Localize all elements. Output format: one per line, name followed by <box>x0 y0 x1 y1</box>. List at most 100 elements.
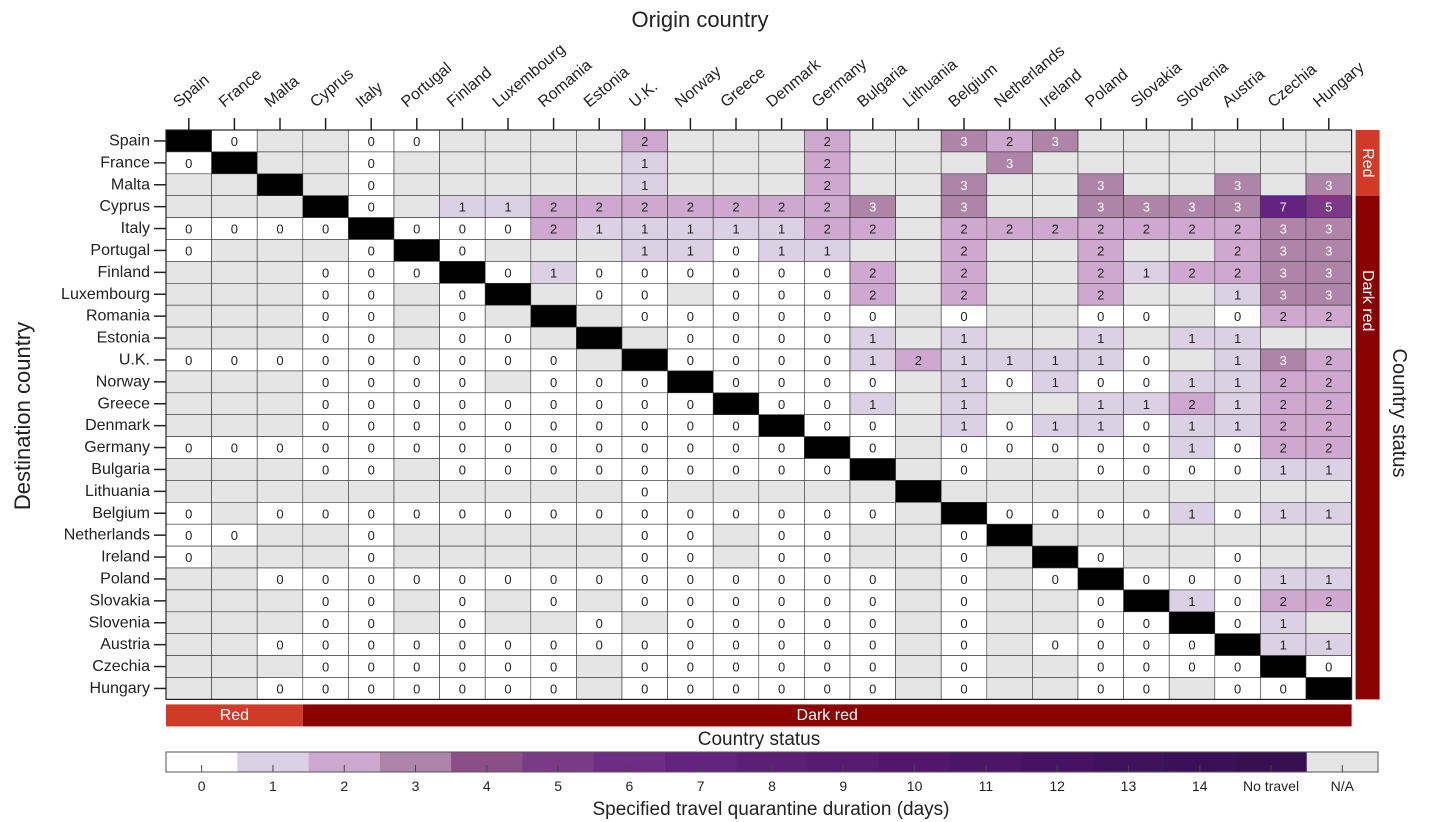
cell-value: 0 <box>732 462 739 477</box>
cell-value: 1 <box>1234 353 1241 368</box>
cell-value: 3 <box>1097 178 1104 193</box>
cell-value: 0 <box>732 243 739 258</box>
cell-U.K.-U.K. <box>621 348 668 372</box>
cell-Czechia-Czechia <box>1260 655 1307 678</box>
cell-Greece-Netherlands <box>986 392 1033 415</box>
colorbar-swatch-2 <box>308 752 381 772</box>
cell-value: 0 <box>778 397 785 412</box>
cell-value: 0 <box>869 506 876 521</box>
cell-Lithuania-Norway <box>667 480 714 503</box>
cell-value: 0 <box>641 441 648 456</box>
cell-value: 0 <box>596 265 603 280</box>
cell-Estonia-U.K. <box>621 326 668 350</box>
cell-value: 2 <box>824 222 831 237</box>
colorbar-frame <box>165 751 1379 773</box>
row-label-Cyprus: Cyprus <box>99 198 150 215</box>
cell-value: 0 <box>596 287 603 302</box>
colorbar-swatch-8 <box>736 752 809 772</box>
right-band-Dark red <box>1355 195 1380 700</box>
cell-value: 0 <box>641 550 648 565</box>
cell-Slovakia-Lithuania <box>895 589 942 613</box>
column-label-Malta: Malta <box>262 73 303 111</box>
cell-value: 2 <box>960 222 967 237</box>
cell-Bulgaria-Bulgaria <box>849 458 896 481</box>
cell-Lithuania-Luxembourg <box>484 480 532 503</box>
cell-Ireland-Netherlands <box>986 545 1033 569</box>
cell-value: 1 <box>1188 506 1195 521</box>
cell-Estonia-Portugal <box>393 326 440 350</box>
cell-value: 0 <box>778 572 785 587</box>
cell-value: 0 <box>459 441 466 456</box>
cell-value: 0 <box>276 353 283 368</box>
cell-Slovakia-Luxembourg <box>484 589 532 613</box>
cell-value: 2 <box>1325 375 1332 390</box>
cell-Cyprus-Lithuania <box>895 195 942 218</box>
cell-value: 0 <box>368 134 375 149</box>
cell-Estonia-Estonia <box>576 326 623 350</box>
cell-value: 3 <box>1280 265 1287 280</box>
cell-value: 1 <box>1234 419 1241 434</box>
cell-value: 2 <box>1006 134 1013 149</box>
cell-value: 0 <box>641 397 648 412</box>
cell-value: 0 <box>1143 681 1150 696</box>
column-label-Norway: Norway <box>672 63 724 111</box>
colorbar-swatch-N/A <box>1306 752 1379 772</box>
colorbar-label: 8 <box>768 778 776 794</box>
cell-value: 0 <box>504 660 511 675</box>
cell-value: 0 <box>687 397 694 412</box>
cell-value: 0 <box>368 506 375 521</box>
cell-value: 0 <box>322 660 329 675</box>
cell-value: 0 <box>1143 419 1150 434</box>
cell-value: 0 <box>322 572 329 587</box>
cell-Slovenia-Romania <box>530 611 577 634</box>
cell-value: 0 <box>368 331 375 346</box>
cell-value: 3 <box>1052 134 1059 149</box>
row-label-Slovakia: Slovakia <box>90 592 151 609</box>
colorbar-swatch-No travel <box>1235 752 1308 772</box>
cell-value: 0 <box>368 660 375 675</box>
cell-Malta-Portugal <box>393 173 440 197</box>
cell-Spain-Finland <box>439 129 486 153</box>
cell-value: 0 <box>960 441 967 456</box>
cell-France-France <box>211 151 258 175</box>
cell-value: 0 <box>1097 462 1104 477</box>
cell-value: 0 <box>960 462 967 477</box>
cell-value: 0 <box>869 375 876 390</box>
cell-value: 0 <box>231 222 238 237</box>
colorbar-label: 1 <box>269 778 277 794</box>
cell-Hungary-Estonia <box>576 677 623 700</box>
bottom-band-Red <box>166 704 303 727</box>
row-label-Bulgaria: Bulgaria <box>91 461 150 478</box>
cell-value: 1 <box>1234 331 1241 346</box>
cell-value: 2 <box>824 200 831 215</box>
cell-value: 2 <box>869 287 876 302</box>
cell-Netherlands-Estonia <box>576 523 623 547</box>
cell-Estonia-Slovakia <box>1123 326 1170 350</box>
cell-value: 0 <box>1234 309 1241 324</box>
cell-Slovenia-Luxembourg <box>484 611 532 634</box>
cell-Malta-Bulgaria <box>849 173 896 197</box>
cell-value: 0 <box>1097 506 1104 521</box>
cell-value: 0 <box>778 309 785 324</box>
cell-value: 0 <box>322 375 329 390</box>
cell-value: 0 <box>504 572 511 587</box>
cell-value: 0 <box>732 660 739 675</box>
row-label-France: France <box>100 154 150 171</box>
cell-France-Norway <box>667 151 714 175</box>
cell-value: 0 <box>641 638 648 653</box>
cell-Slovenia-Lithuania <box>895 611 942 634</box>
cell-Netherlands-Slovenia <box>1168 523 1216 547</box>
cell-Estonia-Lithuania <box>895 326 942 350</box>
cell-Lithuania-Portugal <box>393 480 440 503</box>
cell-value: 3 <box>1006 156 1013 171</box>
cell-Austria-Spain <box>165 633 212 656</box>
cell-Malta-Netherlands <box>986 173 1033 197</box>
bottom-status-title: Country status <box>698 729 821 750</box>
cell-value: 0 <box>459 660 466 675</box>
cell-value: 0 <box>459 638 466 653</box>
cell-value: 0 <box>778 506 785 521</box>
cell-value: 0 <box>869 616 876 631</box>
column-label-Cyprus: Cyprus <box>307 65 357 111</box>
cell-value: 0 <box>231 528 238 543</box>
column-label-U.K.: U.K. <box>626 78 661 111</box>
